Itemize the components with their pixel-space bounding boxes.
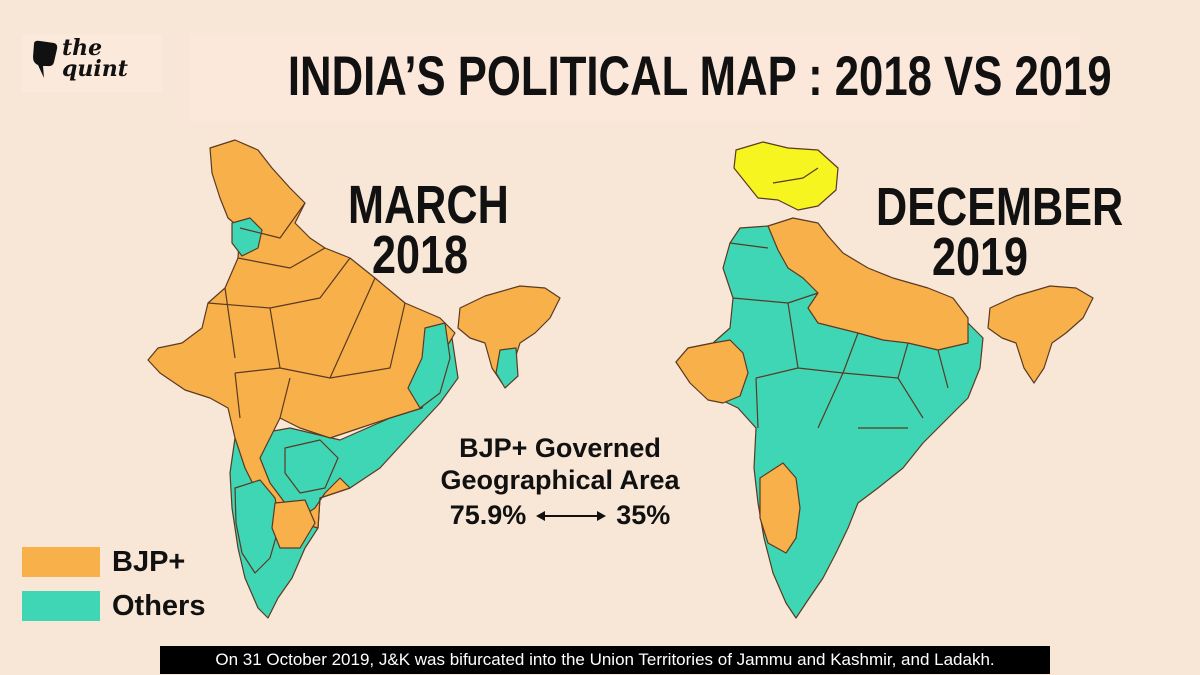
- stat-values: 75.9% 35%: [400, 500, 720, 531]
- map-2018-east-others: [407, 322, 451, 409]
- double-arrow-icon: [536, 510, 607, 521]
- brand-logo: the quint: [22, 34, 162, 92]
- legend-swatch-bjp: [22, 547, 100, 577]
- legend-label-others: Others: [112, 589, 206, 622]
- map-2019-northeast-bjp: [987, 285, 1094, 384]
- left-map-year: 2018: [371, 225, 469, 285]
- right-map-label: DECEMBER 2019: [876, 177, 1124, 287]
- stat-value-2018: 75.9%: [449, 500, 527, 530]
- stat-line-2: Geographical Area: [440, 465, 680, 495]
- right-map-year: 2019: [931, 227, 1029, 287]
- map-2018-tn-bjp: [271, 499, 316, 549]
- stat-block: BJP+ Governed Geographical Area 75.9% 35…: [400, 432, 720, 531]
- speech-bubble-icon: [33, 40, 58, 78]
- map-2019-gujarat-bjp: [675, 339, 749, 404]
- brand-line-2: quint: [62, 56, 128, 82]
- brand-name: the quint: [62, 35, 158, 82]
- map-2018-karnataka-others: [234, 479, 281, 574]
- right-map-month: DECEMBER: [876, 177, 1124, 237]
- legend-item-others: Others: [22, 586, 205, 626]
- stat-line-1: BJP+ Governed: [459, 433, 661, 463]
- map-2018-telangana-others: [284, 439, 339, 494]
- map-2019-karnataka-bjp: [759, 462, 801, 554]
- caption-bar: On 31 October 2019, J&K was bifurcated i…: [160, 646, 1050, 674]
- map-2019-jk-ladakh-ut: [733, 141, 839, 211]
- page-title: INDIA’S POLITICAL MAP : 2018 VS 2019: [287, 44, 1112, 107]
- legend-label-bjp: BJP+: [112, 545, 186, 578]
- india-map-march-2018: [147, 139, 561, 619]
- map-2018-bjp-mainland: [147, 139, 456, 529]
- legend-item-bjp: BJP+: [22, 542, 205, 582]
- india-map-december-2019: [675, 141, 1094, 619]
- title-bar: INDIA’S POLITICAL MAP : 2018 VS 2019: [190, 33, 1112, 121]
- map-2018-mizoram-others: [495, 347, 519, 389]
- brand-line-1: the: [62, 35, 103, 61]
- map-2018-punjab-others: [231, 217, 263, 257]
- map-2018-northeast-bjp: [457, 285, 561, 384]
- stat-value-2019: 35%: [616, 500, 671, 530]
- left-map-label: MARCH 2018: [348, 175, 509, 285]
- legend-swatch-others: [22, 591, 100, 621]
- left-map-month: MARCH: [348, 175, 509, 235]
- map-legend: BJP+ Others: [22, 542, 205, 630]
